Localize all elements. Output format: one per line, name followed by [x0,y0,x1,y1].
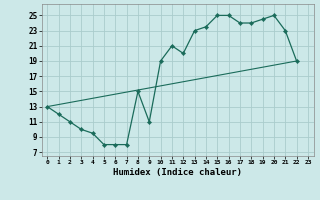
X-axis label: Humidex (Indice chaleur): Humidex (Indice chaleur) [113,168,242,177]
